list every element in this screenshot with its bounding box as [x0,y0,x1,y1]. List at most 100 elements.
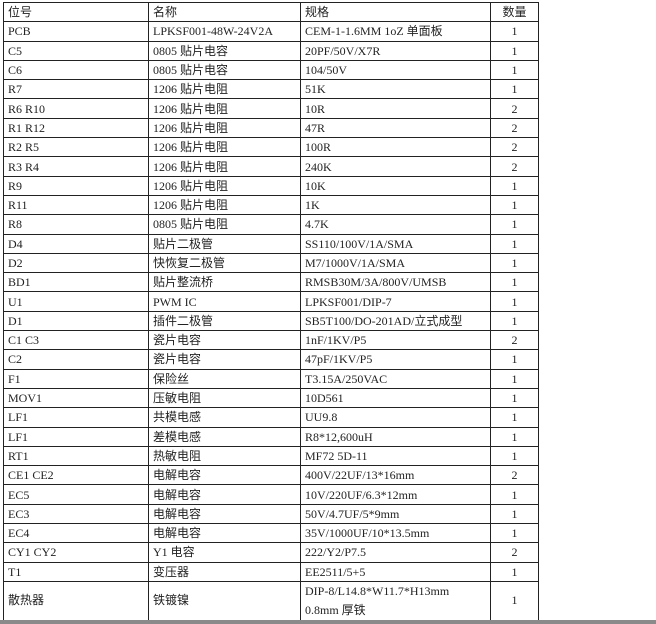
cell-ref: F1 [3,368,149,389]
cell-qty: 1 [490,580,539,621]
cell-ref: C1 C3 [3,330,149,351]
cell-ref: RT1 [3,445,149,467]
cell-name: 电解电容 [148,503,301,525]
cell-qty: 1 [490,445,539,467]
table-row: T1 变压器 EE2511/5+5 1 [3,561,539,582]
cell-qty: 1 [490,523,539,544]
cell-spec: 10V/220UF/6.3*12mm [300,484,491,505]
table-row: C5 0805 贴片电容 20PF/50V/X7R 1 [3,40,539,61]
table-row: EC5 电解电容 10V/220UF/6.3*12mm 1 [3,484,539,505]
cell-qty: 1 [490,21,539,42]
cell-name: LPKSF001-48W-24V2A [148,21,301,42]
cell-spec: 10D561 [300,387,491,409]
bom-table: 位号 名称 规格 数量 PCB LPKSF001-48W-24V2A CEM-1-1… [3,1,539,621]
cell-ref: R6 R10 [3,98,149,119]
table-row: C6 0805 贴片电容 104/50V 1 [3,59,539,81]
header-name: 名称 [148,1,301,23]
cell-spec: 240K [300,156,491,177]
cell-qty: 1 [490,59,539,81]
cell-spec: 400V/22UF/13*16mm [300,465,491,486]
cell-spec: CEM-1-1.6MM 1oZ 单面板 [300,21,491,42]
cell-qty: 1 [490,233,539,254]
table-row: EC4 电解电容 35V/1000UF/10*13.5mm 1 [3,523,539,544]
cell-ref: T1 [3,561,149,582]
header-ref: 位号 [3,1,149,23]
cell-qty: 1 [490,214,539,235]
cell-ref: D1 [3,310,149,332]
cell-spec: T3.15A/250VAC [300,368,491,389]
cell-name: 贴片整流桥 [148,272,301,293]
cell-name: 0805 贴片电阻 [148,214,301,235]
cell-qty: 1 [490,484,539,505]
cell-name: 1206 贴片电阻 [148,194,301,216]
cell-spec: 35V/1000UF/10*13.5mm [300,523,491,544]
cell-qty: 2 [490,330,539,351]
table-row: R1 R12 1206 贴片电阻 47R 2 [3,117,539,139]
cell-qty: 2 [490,137,539,158]
cell-qty: 1 [490,407,539,428]
cell-name: 1206 贴片电阻 [148,117,301,139]
table-row: U1 PWM IC LPKSF001/DIP-7 1 [3,291,539,312]
table-row: R8 0805 贴片电阻 4.7K 1 [3,214,539,235]
cell-name: 0805 贴片电容 [148,40,301,61]
cell-qty: 1 [490,349,539,370]
cell-spec: 100R [300,137,491,158]
cell-qty: 1 [490,175,539,196]
cell-ref: EC4 [3,523,149,544]
cell-name: 铁镀镍 [148,580,301,621]
cell-name: 电解电容 [148,523,301,544]
cell-name: 贴片二极管 [148,233,301,254]
cell-ref: R1 R12 [3,117,149,139]
cell-name: 变压器 [148,561,301,582]
cell-ref: CE1 CE2 [3,465,149,486]
cell-qty: 1 [490,426,539,447]
cell-name: 1206 贴片电阻 [148,175,301,196]
cell-qty: 1 [490,291,539,312]
table-row: R7 1206 贴片电阻 51K 1 [3,79,539,100]
cell-spec: RMSB30M/3A/800V/UMSB [300,272,491,293]
cell-ref: R11 [3,194,149,216]
cell-spec: 10K [300,175,491,196]
cell-ref: BD1 [3,272,149,293]
cell-ref: R8 [3,214,149,235]
table-row: BD1 贴片整流桥 RMSB30M/3A/800V/UMSB 1 [3,272,539,293]
cell-spec: 47pF/1KV/P5 [300,349,491,370]
cell-ref: R2 R5 [3,137,149,158]
table-row: RT1 热敏电阻 MF72 5D-11 1 [3,445,539,467]
cell-qty: 2 [490,117,539,139]
cell-ref: MOV1 [3,387,149,409]
cell-spec: LPKSF001/DIP-7 [300,291,491,312]
cell-spec: MF72 5D-11 [300,445,491,467]
table-row: MOV1 压敏电阻 10D561 1 [3,387,539,409]
cell-spec: 104/50V [300,59,491,81]
cell-ref: PCB [3,21,149,42]
table-row: D4 贴片二极管 SS110/100V/1A/SMA 1 [3,233,539,254]
cell-ref: C2 [3,349,149,370]
cell-ref: LF1 [3,426,149,447]
cell-ref: LF1 [3,407,149,428]
cell-name: 热敏电阻 [148,445,301,467]
cell-spec: 10R [300,98,491,119]
cell-qty: 2 [490,156,539,177]
cell-name: 压敏电阻 [148,387,301,409]
cell-name: 1206 贴片电阻 [148,79,301,100]
cell-name: 插件二极管 [148,310,301,332]
cell-qty: 1 [490,40,539,61]
cell-name: 共模电感 [148,407,301,428]
cell-name: 1206 贴片电阻 [148,137,301,158]
table-row: C1 C3 瓷片电容 1nF/1KV/P5 2 [3,330,539,351]
table-row: LF1 共模电感 UU9.8 1 [3,407,539,428]
table-row: R2 R5 1206 贴片电阻 100R 2 [3,137,539,158]
cell-name: Y1 电容 [148,542,301,563]
cell-qty: 1 [490,368,539,389]
table-row: PCB LPKSF001-48W-24V2A CEM-1-1.6MM 1oZ 单面板… [3,21,539,42]
cell-name: 0805 贴片电容 [148,59,301,81]
header-row: 位号 名称 规格 数量 [3,1,539,23]
cell-ref: D4 [3,233,149,254]
cell-name: 电解电容 [148,465,301,486]
cell-name: 电解电容 [148,484,301,505]
cell-spec: 222/Y2/P7.5 [300,542,491,563]
cell-ref: EC3 [3,503,149,525]
spec-line: 0.8mm 厚铁 [305,602,366,617]
cell-name: 1206 贴片电阻 [148,156,301,177]
